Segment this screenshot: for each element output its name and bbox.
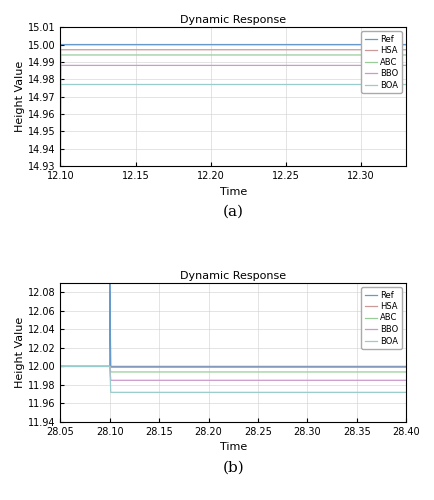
Text: (a): (a) xyxy=(222,205,243,219)
ABC xyxy=(58,163,63,169)
BBO xyxy=(58,163,63,169)
Line: ABC: ABC xyxy=(60,366,405,372)
Line: ABC: ABC xyxy=(60,55,405,166)
BOA xyxy=(58,82,63,87)
BBO xyxy=(58,364,63,370)
Ref xyxy=(403,364,408,370)
HSA xyxy=(108,364,113,370)
ABC xyxy=(107,364,112,370)
Line: HSA: HSA xyxy=(60,366,405,368)
ABC xyxy=(58,52,63,58)
BBO xyxy=(403,62,408,68)
BBO xyxy=(58,62,63,68)
ABC xyxy=(403,52,408,58)
Ref xyxy=(58,163,63,169)
Title: Dynamic Response: Dynamic Response xyxy=(180,271,286,281)
BOA xyxy=(108,390,113,396)
Line: BBO: BBO xyxy=(60,366,405,380)
Line: BBO: BBO xyxy=(60,66,405,166)
HSA xyxy=(58,47,63,53)
BOA xyxy=(58,163,63,169)
HSA xyxy=(403,47,408,53)
HSA xyxy=(403,364,408,370)
Legend: Ref, HSA, ABC, BBO, BOA: Ref, HSA, ABC, BBO, BOA xyxy=(361,287,401,349)
Ref xyxy=(107,364,112,370)
Line: Ref: Ref xyxy=(60,283,405,366)
Legend: Ref, HSA, ABC, BBO, BOA: Ref, HSA, ABC, BBO, BOA xyxy=(361,32,401,93)
Ref xyxy=(58,364,63,370)
BBO xyxy=(58,163,63,169)
HSA xyxy=(107,364,112,370)
ABC xyxy=(108,369,113,375)
X-axis label: Time: Time xyxy=(219,442,247,452)
Y-axis label: Height Value: Height Value xyxy=(15,317,25,388)
BOA xyxy=(107,364,112,370)
Y-axis label: Height Value: Height Value xyxy=(15,61,25,132)
BBO xyxy=(108,378,113,384)
Ref xyxy=(58,42,63,48)
BOA xyxy=(58,163,63,169)
BBO xyxy=(403,378,408,384)
BOA xyxy=(403,82,408,87)
HSA xyxy=(58,163,63,169)
Text: (b): (b) xyxy=(222,461,243,475)
Ref xyxy=(58,163,63,169)
BBO xyxy=(107,364,112,370)
Ref xyxy=(107,280,112,286)
BOA xyxy=(403,390,408,396)
Ref xyxy=(403,42,408,48)
ABC xyxy=(58,364,63,370)
Title: Dynamic Response: Dynamic Response xyxy=(180,15,286,25)
HSA xyxy=(58,364,63,370)
HSA xyxy=(58,163,63,169)
ABC xyxy=(58,163,63,169)
BOA xyxy=(58,364,63,370)
Ref xyxy=(108,364,113,370)
X-axis label: Time: Time xyxy=(219,186,247,196)
ABC xyxy=(403,369,408,375)
Line: BOA: BOA xyxy=(60,84,405,166)
Line: Ref: Ref xyxy=(60,44,405,166)
Line: HSA: HSA xyxy=(60,50,405,166)
Line: BOA: BOA xyxy=(60,366,405,392)
